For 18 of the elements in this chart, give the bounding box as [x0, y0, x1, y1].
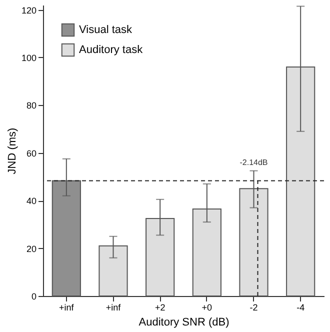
y-axis-title: JND (ms) [6, 128, 18, 174]
y-tick-label: 120 [21, 5, 36, 16]
x-tick-label: +inf [106, 302, 122, 312]
x-tick-label: +2 [154, 302, 166, 312]
x-tick-label: -4 [296, 302, 305, 312]
legend-label: Visual task [79, 24, 132, 36]
y-tick-label: 20 [26, 244, 36, 254]
x-axis-title: Auditory SNR (dB) [138, 316, 230, 328]
y-tick-label: 0 [31, 292, 36, 302]
y-tick-label: 40 [26, 196, 36, 206]
y-tick-label: 80 [26, 100, 36, 111]
x-tick-label: -2 [250, 302, 258, 312]
x-tick-label: +inf [59, 302, 74, 312]
x-tick-label: +0 [202, 302, 212, 312]
y-tick-label: 100 [21, 52, 36, 63]
y-tick-label: 60 [26, 148, 36, 158]
annotation: -2.14dB [240, 158, 268, 167]
legend-label: Auditory task [79, 44, 144, 56]
